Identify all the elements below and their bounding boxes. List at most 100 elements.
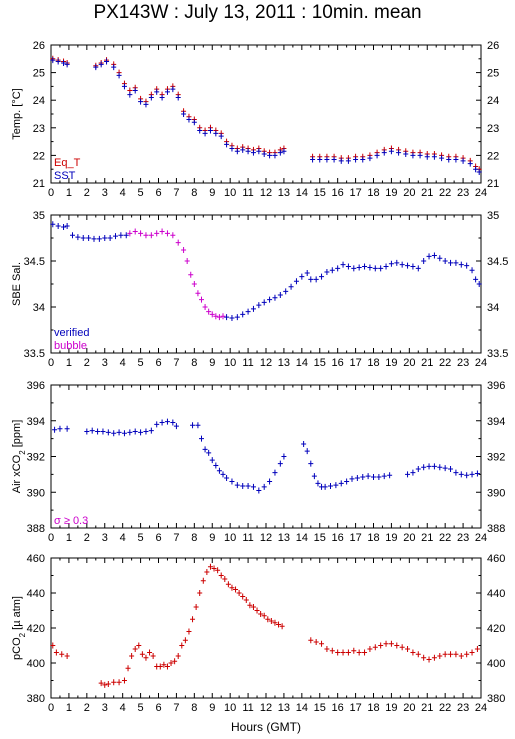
data-point	[154, 230, 160, 237]
x-tick-label: 24	[475, 187, 487, 199]
data-point	[236, 590, 242, 596]
data-point	[383, 640, 389, 647]
data-point	[213, 462, 219, 469]
data-point	[104, 58, 110, 65]
data-point	[193, 604, 199, 610]
data-point	[121, 430, 127, 437]
data-point	[93, 64, 99, 71]
data-point	[202, 130, 208, 137]
data-point	[283, 288, 289, 295]
data-point	[154, 421, 160, 428]
y-tick-label: 34	[33, 302, 45, 314]
x-tick-label: 5	[138, 187, 144, 199]
data-point	[202, 304, 208, 310]
data-point	[250, 149, 256, 156]
data-point	[247, 602, 253, 609]
x-tick-label: 7	[173, 532, 179, 544]
y-tick-label: 396	[27, 380, 45, 392]
data-point	[245, 308, 251, 315]
x-tick-label: 22	[439, 187, 451, 199]
data-point	[448, 651, 454, 658]
data-point	[381, 473, 387, 480]
data-point	[50, 642, 56, 649]
data-point	[261, 299, 267, 306]
data-point	[91, 235, 97, 242]
x-tick-label: 20	[403, 187, 415, 199]
x-axis-label: Hours (GMT)	[231, 720, 301, 734]
x-tick-label: 21	[421, 187, 433, 199]
legend-entry: σ ≥ 0.3	[54, 515, 88, 527]
y-tick-label: 460	[487, 553, 505, 565]
y-tick-label: 25	[33, 68, 45, 80]
x-tick-label: 19	[385, 532, 397, 544]
data-point	[467, 160, 473, 167]
data-point	[340, 261, 346, 268]
data-point	[426, 253, 432, 260]
data-point	[132, 428, 138, 435]
x-tick-label: 1	[66, 357, 72, 369]
data-point	[335, 265, 341, 272]
y-tick-label: 394	[27, 416, 45, 428]
data-point	[378, 265, 384, 272]
data-point	[304, 448, 310, 455]
data-point	[182, 637, 188, 644]
panel-sal: 0 1 2 3 4 5 6 7 8 9 10 11 12 13 14 15 16 17 18 19 20 21 22 23 24…	[11, 210, 508, 369]
data-point	[328, 482, 333, 489]
data-point	[229, 315, 235, 322]
x-tick-label: 6	[155, 702, 161, 714]
data-point	[105, 429, 111, 436]
data-point	[175, 239, 181, 246]
data-point	[351, 265, 357, 272]
data-point	[267, 296, 273, 303]
data-point	[424, 153, 430, 160]
x-tick-label: 7	[173, 702, 179, 714]
x-tick-label: 8	[191, 702, 197, 714]
data-point	[50, 57, 56, 64]
x-tick-label: 9	[209, 187, 215, 199]
data-point	[410, 152, 416, 159]
data-point	[138, 429, 144, 436]
legend-entry: bubble	[54, 340, 87, 352]
data-point	[229, 145, 235, 152]
data-point	[111, 679, 117, 686]
data-point	[170, 86, 176, 93]
data-point	[345, 157, 351, 164]
data-point	[362, 649, 368, 656]
data-point	[378, 642, 384, 649]
data-point	[234, 314, 240, 321]
x-tick-label: 0	[48, 187, 54, 199]
data-point	[469, 267, 475, 274]
data-point	[80, 235, 86, 241]
data-point	[399, 644, 405, 651]
data-point	[173, 423, 179, 430]
x-tick-label: 23	[457, 532, 469, 544]
x-tick-label: 2	[84, 187, 90, 199]
x-tick-label: 24	[475, 357, 487, 369]
data-point	[234, 148, 240, 155]
x-tick-label: 1	[66, 532, 72, 544]
x-tick-label: 2	[84, 532, 90, 544]
data-point	[200, 577, 206, 584]
data-point	[147, 649, 153, 656]
x-tick-label: 17	[349, 187, 361, 199]
data-point	[96, 235, 102, 242]
x-tick-label: 23	[457, 357, 469, 369]
data-point	[170, 232, 176, 239]
data-point	[469, 649, 475, 656]
data-point	[224, 314, 230, 321]
x-tick-label: 11	[242, 357, 253, 369]
series-sst	[50, 57, 482, 175]
data-point	[448, 259, 454, 266]
x-tick-label: 15	[314, 702, 326, 714]
data-point	[365, 473, 371, 480]
data-point	[362, 263, 368, 270]
x-tick-label: 16	[332, 702, 344, 714]
x-tick-label: 5	[138, 357, 144, 369]
data-point	[218, 133, 224, 140]
y-tick-label: 23	[487, 123, 499, 135]
x-tick-label: 1	[66, 187, 72, 199]
data-point	[265, 616, 271, 623]
data-point	[464, 262, 470, 269]
data-point	[338, 157, 344, 164]
data-point	[59, 651, 65, 658]
